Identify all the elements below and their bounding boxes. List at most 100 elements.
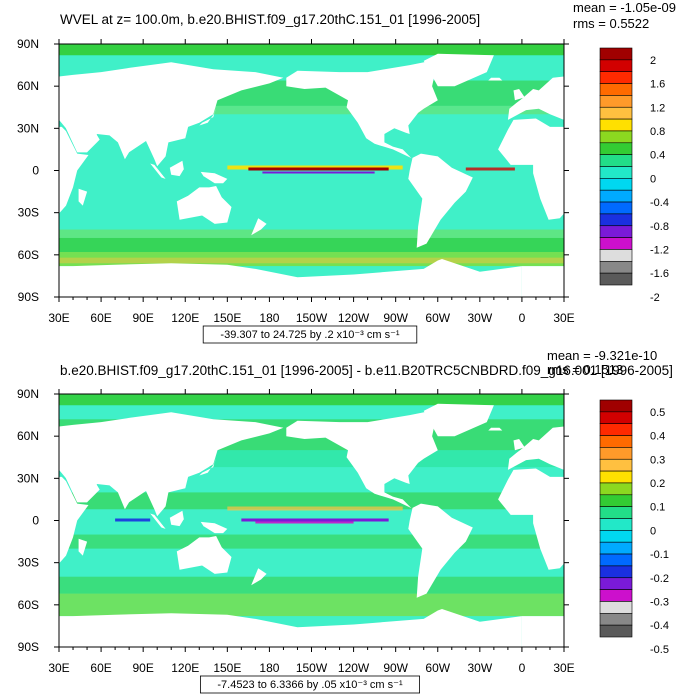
x-tick-label: 60W [425,661,450,675]
field-band-5 [59,576,564,594]
y-tick-label: 0 [32,514,39,528]
land-greenland [423,403,494,437]
x-tick-label: 30W [467,661,492,675]
colorbar-swatch-19 [599,272,633,286]
land-europe-asia [59,62,284,167]
x-tick-label: 180 [259,661,279,675]
equatorial-band-max [248,167,389,171]
equatorial-band-indian [115,518,151,522]
land-uk [513,439,525,451]
x-tick-label: 60E [90,661,111,675]
colorbar-label: -0.4 [650,620,669,632]
x-tick-label: 120W [338,311,370,325]
colorbar-label: 0 [650,173,656,185]
y-tick-label: 90N [17,37,39,51]
land-europe-asia [507,426,564,470]
range-label-box [199,675,420,694]
land-africa [498,118,564,220]
colorbar-label: -2 [650,292,660,304]
colorbar-swatch-10 [599,518,633,531]
y-tick-label: 60N [17,79,39,93]
colorbar-swatch-11 [599,178,633,191]
land-australia [176,536,232,574]
field-band-0 [59,394,564,406]
y-tick-label: 90S [18,290,39,304]
land-europe-asia [507,76,564,120]
x-tick-label: 30E [48,311,69,325]
x-tick-label: 0 [519,661,526,675]
colorbar-label: 0 [650,525,656,537]
x-tick-label: 120E [171,661,199,675]
colorbar-label: 0.5 [650,407,665,419]
field-band-6 [59,593,564,617]
equatorial-band-min [262,171,375,174]
field-band-2 [59,105,564,115]
land-antarctica [0,259,17,297]
land-arabia [571,478,605,502]
equatorial-band-atlantic [465,167,515,171]
colorbar-label: 0.4 [650,431,665,443]
colorbar-swatch-16 [599,237,633,250]
colorbar-swatch-12 [599,189,633,203]
land-antarctica [59,259,522,297]
colorbar-label: 0.8 [650,126,665,138]
colorbar-swatch-11 [599,530,633,543]
chart-panel-2: b.e20.BHIST.f09_g17.20thC.151_01 [1996-2… [17,348,700,694]
colorbar-swatch-8 [599,494,633,507]
x-tick-label: 0 [519,311,526,325]
range-label: -39.307 to 24.725 by .2 x10⁻³ cm s⁻¹ [220,329,399,341]
x-tick-label: 60E [90,311,111,325]
equatorial-band-secondary [255,521,354,524]
colorbar-label: 0.2 [650,478,665,490]
colorbar-swatch-3 [599,83,633,96]
chart-title: b.e20.BHIST.f09_g17.20thC.151_01 [1996-2… [60,363,673,378]
x-tick-label: 120W [338,661,370,675]
colorbar-swatch-13 [599,201,633,215]
map-area [59,394,700,647]
colorbar-label: 1.2 [650,102,665,114]
colorbar-swatch-0 [599,47,633,61]
colorbar-label: -0.5 [650,644,669,656]
colorbar-label: -0.8 [650,221,669,233]
field-band-3 [59,229,564,238]
colorbar-swatch-17 [599,601,633,614]
x-tick-label: 150W [296,311,328,325]
land-new-guinea [200,521,228,534]
land-arabia [571,128,605,152]
colorbar-swatch-9 [599,506,633,519]
land-africa [59,126,89,214]
land-australia [682,186,700,224]
land-new-zealand [251,568,267,586]
colorbar-swatch-10 [599,166,633,179]
chart-title: WVEL at z= 100.0m, b.e20.BHIST.f09_g17.2… [60,12,480,27]
y-tick-label: 30S [18,556,39,570]
x-tick-label: 90E [132,661,153,675]
colorbar-swatch-14 [599,565,633,579]
chart-stat-1: rms = 0.5522 [573,16,649,31]
chart-stat-1: rms = 0.1513 [547,362,623,377]
colorbar-label: -0.3 [650,596,669,608]
colorbar-swatch-16 [599,589,633,602]
y-tick-label: 90S [18,640,39,654]
field-band-3 [59,492,564,510]
land-madagascar [584,539,593,556]
x-tick-label: 180 [259,311,279,325]
land-greenland [423,53,494,87]
land-africa [498,468,564,570]
equatorial-band-north [227,506,403,511]
land-australia [682,536,700,574]
colorbar-label: -0.2 [650,573,669,585]
land-south-america [408,503,473,598]
land-japan [199,457,217,476]
colorbar-swatch-4 [599,447,633,460]
field-band-6 [59,257,564,264]
colorbar-label: -1.6 [650,268,669,280]
land-north-america [286,409,438,510]
land-europe-asia [59,412,284,517]
colorbar-swatch-13 [599,553,633,567]
land-sumatra [655,164,670,179]
colorbar-swatch-2 [599,423,633,436]
chart-stat-0: mean = -9.321e-10 [547,348,657,363]
colorbar-swatch-15 [599,225,633,238]
y-tick-label: 60S [18,248,39,262]
